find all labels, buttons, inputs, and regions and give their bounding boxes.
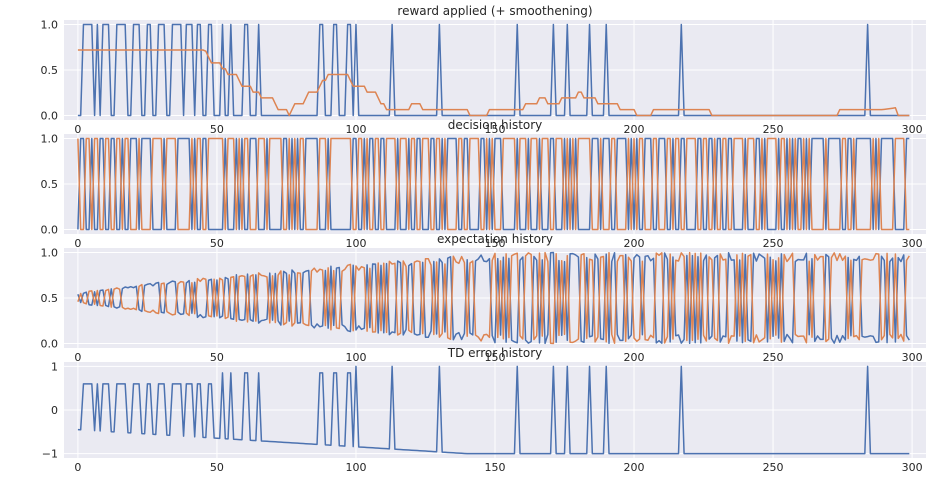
expectation-panel: expectation history 0 50 100 150 200 250 300 0.0… [41, 232, 926, 364]
series-line-2 [77, 251, 910, 345]
y-tick-label: 1.0 [41, 133, 59, 146]
x-tick-label: 100 [345, 123, 366, 136]
panel-title: reward applied (+ smoothening) [397, 4, 592, 18]
x-tick-label: 200 [624, 461, 645, 474]
x-tick-label: 200 [624, 123, 645, 136]
x-tick-label: 300 [902, 461, 923, 474]
x-tick-label: 150 [485, 461, 506, 474]
y-tick-label: 0.5 [41, 64, 59, 77]
x-tick-label: 0 [74, 237, 81, 250]
x-tick-label: 300 [902, 237, 923, 250]
td-error-panel: TD error history 0 50 100 150 200 250 300 −1 0 1 [42, 346, 926, 474]
y-tick-label: 1.0 [41, 19, 59, 32]
x-tick-label: 50 [210, 461, 224, 474]
x-tick-label: 50 [210, 351, 224, 364]
x-tick-label: 0 [74, 461, 81, 474]
x-tick-label: 0 [74, 123, 81, 136]
reward-panel: reward applied (+ smoothening) 0 50 100 150 2… [41, 4, 926, 136]
x-tick-label: 50 [210, 237, 224, 250]
x-tick-label: 250 [763, 123, 784, 136]
x-tick-label: 250 [763, 351, 784, 364]
x-tick-label: 200 [624, 351, 645, 364]
y-tick-label: 0.5 [41, 292, 59, 305]
x-tick-label: 0 [74, 351, 81, 364]
y-tick-label: 1.0 [41, 247, 59, 260]
x-tick-label: 250 [763, 461, 784, 474]
y-tick-label: −1 [42, 448, 58, 461]
x-tick-label: 200 [624, 237, 645, 250]
x-tick-label: 100 [345, 237, 366, 250]
panel-title: expectation history [437, 232, 553, 246]
x-tick-label: 150 [485, 123, 506, 136]
decision-panel: decision history 0 50 100 150 200 250 300 0.0 0.5… [41, 118, 926, 250]
x-tick-label: 300 [902, 123, 923, 136]
series-line-2 [77, 49, 910, 117]
y-tick-label: 0.0 [41, 223, 59, 236]
panel-title: TD error history [447, 346, 543, 360]
x-tick-label: 50 [210, 123, 224, 136]
x-tick-label: 300 [902, 351, 923, 364]
series-line-1 [77, 251, 910, 345]
x-tick-label: 150 [485, 351, 506, 364]
y-tick-label: 0.5 [41, 178, 59, 191]
y-tick-label: 0.0 [41, 337, 59, 350]
x-tick-label: 250 [763, 237, 784, 250]
x-tick-label: 100 [345, 461, 366, 474]
y-tick-label: 1 [51, 360, 58, 373]
panel-title: decision history [448, 118, 543, 132]
series-line-2 [77, 137, 910, 231]
series-line-1 [77, 365, 910, 455]
y-tick-label: 0.0 [41, 109, 59, 122]
x-tick-label: 150 [485, 237, 506, 250]
x-tick-label: 100 [345, 351, 366, 364]
y-tick-label: 0 [51, 404, 58, 417]
